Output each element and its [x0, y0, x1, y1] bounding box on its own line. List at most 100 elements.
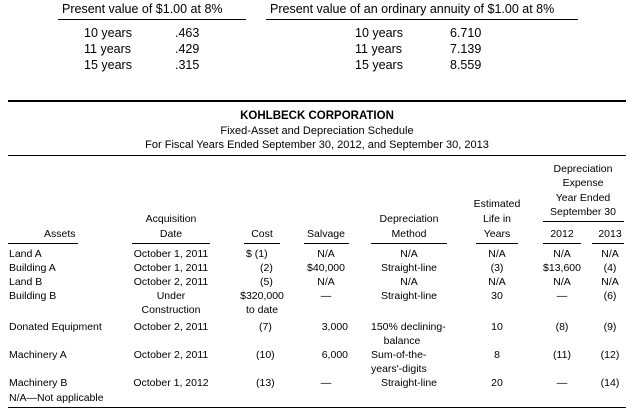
- row-method: Straight-line: [381, 377, 437, 389]
- row-date: Construction: [142, 304, 201, 316]
- row-dep-2013: (4): [604, 262, 617, 274]
- row-cost: (5): [260, 276, 273, 288]
- pv-years: 15 years: [84, 58, 132, 72]
- annuity-years: 10 years: [355, 26, 403, 40]
- row-dep-2012: (8): [556, 321, 569, 333]
- row-method: years'-digits: [371, 363, 427, 375]
- header-underline: [592, 243, 624, 244]
- row-dep-2013: (6): [604, 290, 617, 302]
- col-method-1: Depreciation: [380, 213, 439, 225]
- col-salvage: Salvage: [307, 228, 345, 240]
- row-method: Sum-of-the-: [371, 349, 426, 361]
- col-2013: 2013: [598, 228, 621, 240]
- header-underline: [8, 243, 78, 244]
- header-underline: [476, 243, 518, 244]
- annuity-value: 7.139: [450, 42, 481, 56]
- schedule-top-rule: [8, 100, 626, 102]
- row-life: (3): [491, 262, 504, 274]
- col-date: Date: [160, 228, 182, 240]
- header-underline: [371, 243, 447, 244]
- row-life: N/A: [488, 276, 506, 288]
- row-dep-2013: N/A: [601, 248, 619, 260]
- row-method: balance: [384, 335, 421, 347]
- row-cost: (7): [259, 321, 272, 333]
- row-date: October 1, 2012: [133, 377, 208, 389]
- row-salvage: 3,000: [322, 321, 348, 333]
- row-cost: (2): [260, 262, 273, 274]
- row-salvage: —: [321, 290, 332, 302]
- annuity-value: 6.710: [450, 26, 481, 40]
- row-method: 150% declining-: [371, 321, 446, 333]
- annuity-years: 15 years: [355, 58, 403, 72]
- row-salvage: $40,000: [307, 262, 345, 274]
- schedule-header-rule: [8, 155, 626, 156]
- row-dep-2013: (9): [604, 321, 617, 333]
- row-asset: Machinery B: [9, 377, 67, 389]
- header-underline: [132, 243, 210, 244]
- annuity-years: 11 years: [355, 42, 402, 56]
- row-dep-2012: (11): [553, 349, 571, 361]
- row-date: Under: [157, 290, 186, 302]
- row-date: October 1, 2011: [134, 262, 209, 274]
- header-underline: [543, 243, 581, 244]
- row-asset: Building B: [9, 290, 56, 302]
- row-life: 8: [494, 349, 500, 361]
- row-dep-2012: N/A: [553, 276, 571, 288]
- pv-table-title: Present value of $1.00 at 8%: [62, 2, 223, 16]
- col-dep-1: Depreciation: [554, 163, 613, 175]
- row-salvage: N/A: [317, 248, 335, 260]
- row-life: 20: [491, 377, 503, 389]
- row-dep-2012: $13,600: [543, 262, 581, 274]
- row-cost: (13): [256, 377, 275, 389]
- schedule-title: Fixed-Asset and Depreciation Schedule: [220, 125, 413, 137]
- row-date: October 1, 2011: [134, 248, 209, 260]
- row-asset: Donated Equipment: [9, 321, 102, 333]
- row-asset: Land B: [9, 276, 42, 288]
- col-cost: Cost: [251, 228, 273, 240]
- row-method: Straight-line: [381, 290, 437, 302]
- pv-value: .429: [175, 42, 199, 56]
- dep-header-rule: [543, 221, 624, 222]
- row-dep-2013: (12): [601, 349, 620, 361]
- row-asset: Land A: [9, 248, 42, 260]
- annuity-value: 8.559: [450, 58, 481, 72]
- row-cost: to date: [246, 304, 278, 316]
- row-asset: Machinery A: [9, 349, 67, 361]
- col-life-3: Years: [484, 228, 510, 240]
- row-method: Straight-line: [381, 262, 437, 274]
- header-underline: [244, 243, 280, 244]
- row-dep-2012: —: [557, 377, 568, 389]
- row-cost: (10): [256, 349, 275, 361]
- schedule-period: For Fiscal Years Ended September 30, 201…: [145, 139, 489, 151]
- pv-years: 11 years: [84, 42, 131, 56]
- row-life: 10: [491, 321, 503, 333]
- row-date: October 2, 2011: [134, 276, 209, 288]
- row-life: 30: [491, 290, 503, 302]
- annuity-table-rule: [266, 19, 578, 20]
- row-salvage: —: [321, 377, 332, 389]
- pv-table-rule: [58, 19, 246, 20]
- schedule-bottom-rule: [8, 407, 626, 408]
- row-cost: $ (1): [246, 248, 268, 260]
- row-date: October 2, 2011: [134, 349, 209, 361]
- row-dep-2013: (14): [601, 377, 620, 389]
- row-method: N/A: [400, 248, 418, 260]
- col-2012: 2012: [550, 228, 573, 240]
- row-dep-2012: N/A: [553, 248, 571, 260]
- col-dep-2: Expense: [563, 177, 604, 189]
- pv-years: 10 years: [84, 26, 132, 40]
- row-dep-2013: N/A: [601, 276, 619, 288]
- pv-value: .463: [175, 26, 199, 40]
- row-salvage: 6,000: [322, 349, 348, 361]
- col-dep-3: Year Ended: [556, 192, 611, 204]
- row-method: N/A: [400, 276, 418, 288]
- row-life: N/A: [488, 248, 506, 260]
- pv-value: .315: [175, 58, 199, 72]
- row-date: October 2, 2011: [134, 321, 209, 333]
- col-life-2: Life in: [483, 213, 511, 225]
- col-acquisition: Acquisition: [146, 213, 197, 225]
- row-salvage: N/A: [317, 276, 335, 288]
- footnote: N/A—Not applicable: [9, 392, 104, 404]
- col-assets: Assets: [44, 228, 76, 240]
- row-dep-2012: —: [557, 290, 568, 302]
